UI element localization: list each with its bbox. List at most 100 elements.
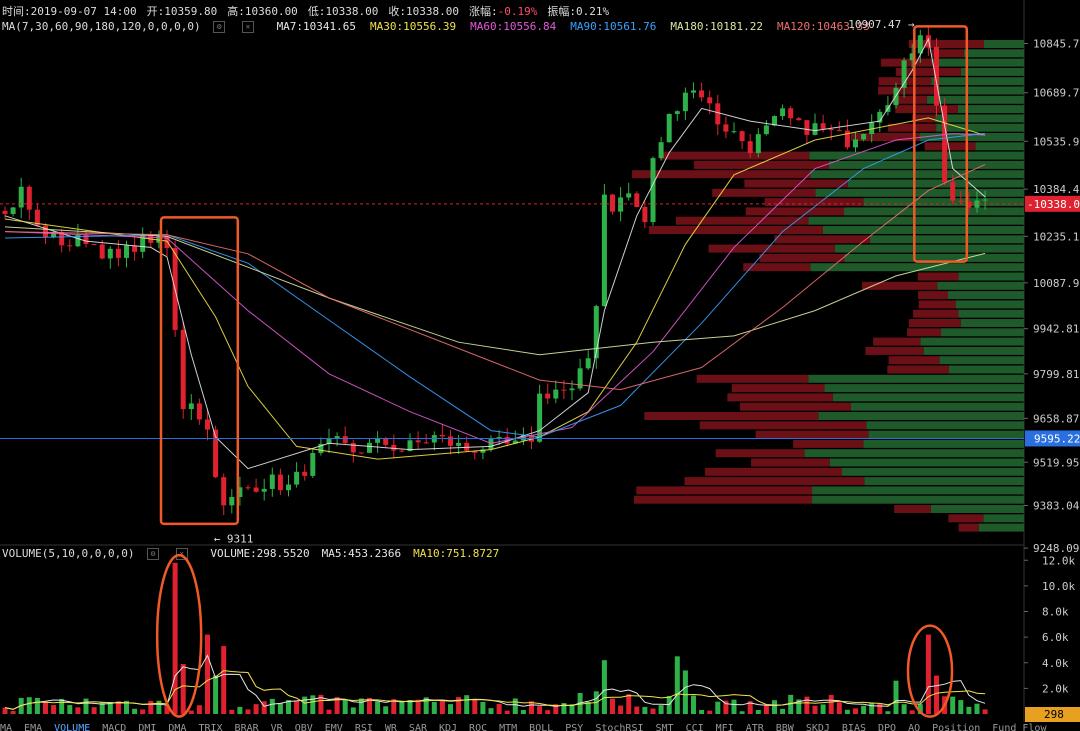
indicator-tab[interactable]: EMA: [24, 723, 43, 731]
indicator-tab[interactable]: ROC: [469, 723, 488, 731]
candle-body: [901, 60, 907, 88]
volume-bar: [658, 705, 664, 714]
ma-line-ma180: [4, 226, 986, 356]
candle-body: [545, 393, 551, 399]
indicator-tab[interactable]: SAR: [408, 723, 427, 731]
volume-bar: [958, 700, 964, 714]
volume-bar: [423, 697, 429, 714]
indicator-tab[interactable]: KDJ: [438, 723, 458, 731]
indicator-tab[interactable]: BOLL: [529, 723, 554, 731]
indicator-tab[interactable]: EMV: [324, 723, 343, 731]
indicator-tab[interactable]: ATR: [745, 723, 764, 731]
indicator-tab[interactable]: MTM: [499, 723, 518, 731]
volume-profile-bar: [864, 477, 1024, 486]
volume-bar: [537, 706, 543, 714]
candle-body: [99, 244, 105, 259]
indicator-tab[interactable]: CCI: [685, 723, 704, 731]
volume-bar: [504, 710, 510, 714]
volume-bar: [205, 634, 210, 714]
info-item: 振幅:0.21%: [547, 5, 609, 18]
indicator-tab[interactable]: WR: [384, 723, 397, 731]
candle-body: [261, 488, 267, 492]
candle-body: [585, 358, 591, 369]
volume-bar: [812, 705, 818, 714]
indicator-tab[interactable]: PSY: [565, 723, 584, 731]
info-label: 时间:: [2, 5, 31, 18]
indicator-tab[interactable]: DMA: [168, 723, 187, 731]
volume-bar: [326, 709, 332, 714]
info-value: 10359.80: [164, 5, 218, 18]
volume-profile-bar: [844, 207, 1024, 216]
candle-body: [132, 245, 138, 252]
candle-body: [59, 231, 65, 246]
volume-profile-bar: [880, 58, 933, 67]
indicator-tab[interactable]: SMT: [655, 723, 674, 731]
volume-bar: [472, 699, 478, 714]
indicator-tab[interactable]: AO: [908, 723, 921, 731]
volume-profile-bar: [739, 402, 851, 411]
volume-bar: [375, 701, 381, 714]
candle-body: [861, 134, 867, 140]
volume-profile-bar: [832, 393, 1024, 402]
volume-profile-bar: [684, 477, 865, 486]
indicator-tab[interactable]: MA: [0, 723, 13, 731]
indicator-tab[interactable]: TRIX: [198, 723, 223, 731]
volume-bar: [115, 701, 121, 714]
volume-profile-bar: [960, 319, 1024, 327]
indicator-tab[interactable]: BRAR: [234, 723, 259, 731]
indicator-tab[interactable]: Position: [932, 723, 981, 731]
volume-bar: [124, 700, 129, 714]
indicator-tab[interactable]: BBW: [775, 723, 794, 731]
settings-icon[interactable]: ⚙: [147, 548, 160, 560]
candle-body: [277, 474, 283, 491]
volume-profile-bar: [917, 272, 959, 281]
volume-bar: [496, 703, 502, 714]
indicator-tab[interactable]: SKDJ: [805, 723, 830, 731]
indicator-tab[interactable]: VOLUME: [54, 723, 91, 731]
volume-bar: [772, 700, 777, 714]
candle-body: [877, 111, 883, 123]
volume-profile-bar: [913, 309, 959, 318]
volume-profile-bar: [919, 133, 1024, 141]
indicator-tab[interactable]: StochRSI: [595, 723, 644, 731]
volume-bar: [820, 704, 826, 714]
current-volume-label: 298: [1044, 708, 1064, 721]
ma-line-ma90: [4, 132, 986, 438]
volume-bar: [796, 699, 802, 714]
indicator-tab[interactable]: MACD: [102, 723, 127, 731]
volume-profile-bar: [908, 319, 961, 327]
volume-profile-bar: [809, 151, 1024, 160]
close-icon[interactable]: ✕: [241, 21, 254, 33]
candle-body: [853, 139, 858, 148]
candle-body: [115, 248, 121, 258]
candle-body: [391, 444, 397, 451]
indicator-tab[interactable]: VR: [270, 723, 283, 731]
candle-body: [180, 329, 186, 410]
candle-body: [553, 389, 559, 399]
ma-title: MA(7,30,60,90,180,120,0,0,0,0): [2, 20, 201, 33]
volume-bar: [488, 708, 494, 714]
candle-body: [375, 438, 381, 443]
settings-icon[interactable]: ⚙: [213, 21, 226, 33]
indicator-tab[interactable]: BIAS: [841, 723, 866, 731]
volume-bar: [853, 708, 858, 714]
indicator-tab[interactable]: RSI: [354, 723, 373, 731]
indicator-tab[interactable]: OBV: [294, 723, 313, 731]
candle-body: [666, 113, 672, 143]
indicator-tab[interactable]: DPO: [878, 723, 897, 731]
volume-bar: [431, 701, 437, 714]
candle-body: [934, 46, 939, 106]
indicator-tab[interactable]: MFI: [715, 723, 734, 731]
candle-body: [18, 186, 24, 208]
ma-line-ma120: [4, 163, 986, 391]
volume-bar: [310, 695, 316, 714]
indicator-tab[interactable]: Fund Flow: [992, 723, 1047, 731]
volume-bar: [909, 710, 915, 714]
volume-profile-bar: [888, 123, 937, 132]
candle-body: [601, 194, 607, 307]
volume-bar: [601, 660, 607, 714]
indicator-tab[interactable]: DMI: [138, 723, 157, 731]
volume-bar: [75, 707, 81, 714]
close-icon[interactable]: ✕: [175, 548, 188, 560]
